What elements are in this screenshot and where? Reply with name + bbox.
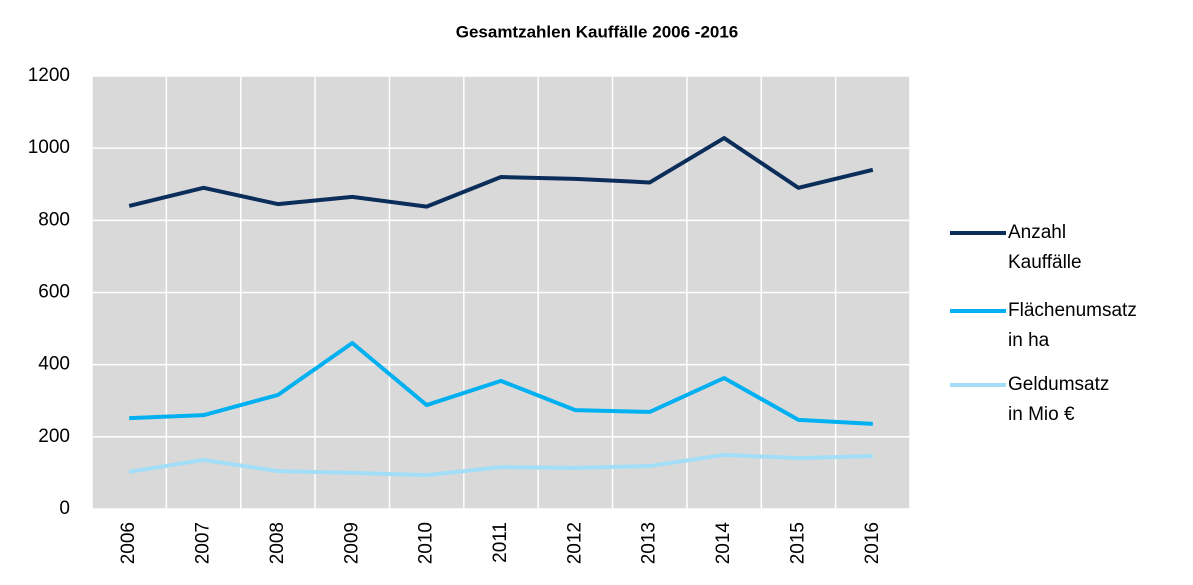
series-line — [129, 341, 873, 426]
y-tick-label: 600 — [38, 282, 70, 303]
legend-label: Geldumsatz in Mio € — [1008, 374, 1110, 425]
y-tick-label: 1000 — [28, 137, 70, 158]
x-tick-label: 2007 — [193, 522, 214, 564]
x-tick-label: 2013 — [639, 522, 660, 564]
x-tick-label: 2012 — [564, 522, 585, 564]
x-tick-label: 2011 — [490, 522, 511, 563]
x-tick-label: 2009 — [341, 522, 362, 564]
series-line — [128, 136, 874, 209]
legend-label: Anzahl Kauffälle — [1008, 222, 1082, 273]
x-tick-label: 2016 — [862, 522, 883, 564]
y-tick-label: 800 — [38, 209, 70, 230]
legend-label: Flächenumsatz in ha — [1008, 300, 1137, 351]
y-tick-label: 200 — [38, 426, 70, 447]
x-tick-label: 2014 — [713, 522, 734, 565]
y-tick-label: 400 — [38, 354, 70, 375]
y-tick-label: 1200 — [28, 65, 70, 86]
x-tick-label: 2008 — [267, 522, 288, 564]
x-tick-label: 2010 — [416, 522, 437, 564]
y-tick-label: 0 — [59, 498, 70, 519]
series-line — [128, 452, 873, 478]
chart-title: Gesamtzahlen Kauffälle 2006 -2016 — [456, 22, 739, 41]
x-tick-label: 2015 — [787, 522, 808, 564]
x-tick-label: 2006 — [118, 522, 139, 564]
